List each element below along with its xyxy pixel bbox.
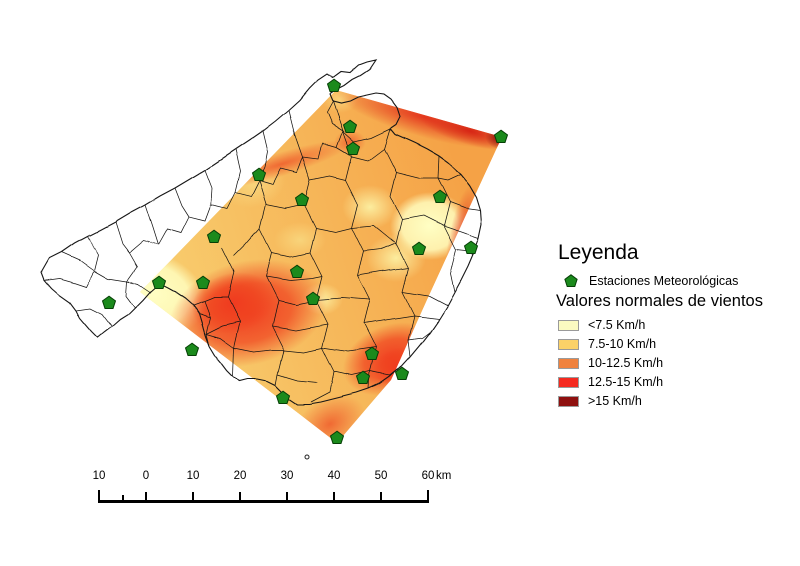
station-pentagon-icon	[564, 274, 578, 287]
legend-class-label: 7.5-10 Km/h	[588, 337, 657, 351]
islet-cabrera	[304, 454, 310, 460]
scale-tick	[333, 492, 336, 503]
scale-unit-label: km	[436, 470, 452, 482]
scale-tick	[286, 492, 289, 503]
island-coastline	[41, 60, 483, 405]
scale-bar-line	[98, 500, 429, 503]
legend-stations-row: Estaciones Meteorológicas	[564, 274, 763, 288]
station-marker	[326, 78, 342, 92]
legend-class-row: 10-12.5 Km/h	[558, 356, 763, 370]
station-marker	[394, 366, 410, 380]
station-marker	[345, 141, 361, 155]
scale-tick	[121, 495, 124, 503]
station-marker	[184, 342, 200, 356]
scale-label: 40	[327, 470, 341, 482]
legend-swatch-7-5-10	[558, 338, 579, 350]
legend-swatch-lt7-5	[558, 319, 579, 331]
station-marker	[493, 129, 509, 143]
legend-class-label: <7.5 Km/h	[588, 318, 646, 332]
scale-tick	[427, 490, 430, 503]
scale-label: 50	[374, 470, 388, 482]
scale-bar: 10 0 10 20 30 40 50 60 km	[92, 470, 475, 503]
legend-swatch-12-5-15	[558, 376, 579, 388]
legend-class-row: 12.5-15 Km/h	[558, 375, 763, 389]
station-marker	[355, 370, 371, 384]
legend-class-label: 10-12.5 Km/h	[588, 356, 664, 370]
station-marker	[101, 295, 117, 309]
scale-label: 20	[233, 470, 247, 482]
station-marker	[294, 192, 310, 206]
legend-subtitle: Valores normales de vientos	[556, 292, 763, 310]
scale-label: 60	[421, 470, 435, 482]
legend-title: Leyenda	[558, 241, 639, 264]
scale-label: 10	[186, 470, 200, 482]
station-marker	[289, 264, 305, 278]
scale-label: 10	[92, 470, 106, 482]
scale-tick	[192, 492, 195, 503]
legend-class-label: 12.5-15 Km/h	[588, 375, 664, 389]
scale-tick	[145, 492, 148, 503]
station-marker	[195, 275, 211, 289]
legend-class-row: >15 Km/h	[558, 394, 763, 408]
station-marker	[329, 430, 345, 444]
municipality-boundaries-northwest	[44, 100, 344, 328]
station-marker	[305, 291, 321, 305]
station-marker	[151, 275, 167, 289]
scale-label: 0	[142, 470, 150, 482]
admin-boundaries	[41, 60, 483, 405]
municipality-boundaries-transverse	[198, 127, 482, 383]
station-marker	[342, 119, 358, 133]
scale-label: 30	[280, 470, 294, 482]
stations-layer	[101, 78, 509, 444]
legend: Leyenda Estaciones Meteorológicas Valore…	[556, 241, 763, 413]
scale-tick	[380, 492, 383, 503]
station-marker	[206, 229, 222, 243]
wind-interpolation-raster	[140, 90, 502, 443]
legend-swatch-10-12-5	[558, 357, 579, 369]
station-marker	[364, 346, 380, 360]
station-marker	[251, 167, 267, 181]
legend-class-row: 7.5-10 Km/h	[558, 337, 763, 351]
legend-class-label: >15 Km/h	[588, 394, 642, 408]
scale-tick	[239, 492, 242, 503]
station-marker	[411, 241, 427, 255]
legend-class-row: <7.5 Km/h	[558, 318, 763, 332]
scale-tick	[98, 490, 101, 503]
legend-swatch-gt15	[558, 395, 579, 407]
station-marker	[432, 189, 448, 203]
station-marker	[463, 240, 479, 254]
station-marker	[275, 390, 291, 404]
legend-stations-label: Estaciones Meteorológicas	[589, 274, 739, 288]
